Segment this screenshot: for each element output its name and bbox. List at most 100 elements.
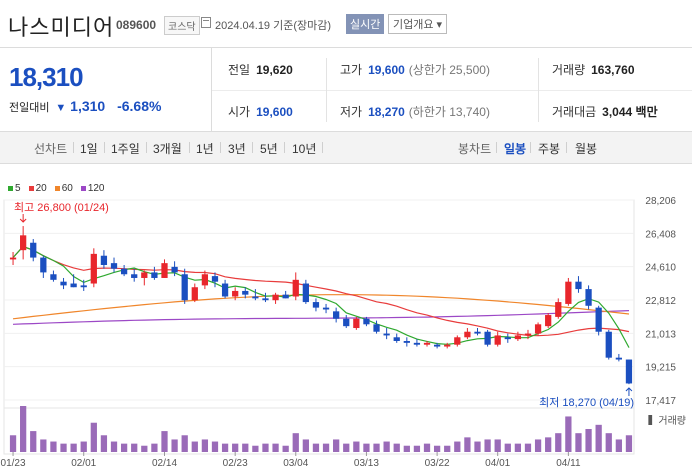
period-3y[interactable]: 3년 [228, 142, 246, 156]
period-1y[interactable]: 1년 [196, 142, 214, 156]
volume-bar [141, 445, 148, 452]
volume-bar [575, 433, 582, 452]
stat-label: 고가 [340, 63, 363, 77]
change-percent: -6.68% [117, 98, 162, 114]
volume-bar [585, 429, 592, 452]
candle-body [454, 337, 461, 345]
ma5-line [12, 245, 630, 348]
volume-bar [151, 443, 158, 452]
candle-body [120, 268, 128, 275]
chart-legend: 5 20 60 120 [8, 183, 105, 194]
x-tick-label: 03/22 [425, 458, 450, 469]
volume-bar [433, 445, 441, 452]
candle-body [211, 276, 219, 282]
volume-bar [242, 443, 249, 452]
candle-body [565, 281, 572, 304]
volume-bar [393, 443, 400, 452]
toolbar-divider [284, 142, 285, 153]
price-panel: 18,310 전일대비 ▼ 1,310 -6.68% 전일 19,620 고가 19… [0, 48, 692, 132]
y-tick-label: 26,408 [645, 229, 676, 240]
candle-body [383, 333, 390, 336]
period-1w[interactable]: 1주일 [111, 142, 140, 156]
candle-body [272, 294, 279, 301]
company-info-button[interactable]: 기업개요 ▾ [388, 14, 448, 34]
candle-body [30, 242, 37, 258]
candle-body [232, 290, 239, 297]
candle-body [464, 331, 471, 338]
stats-divider [212, 90, 692, 91]
stat-label: 거래대금 [552, 105, 597, 119]
volume-bar [181, 435, 188, 452]
period-5y[interactable]: 5년 [260, 142, 278, 156]
stat-label: 전일 [228, 63, 251, 77]
toolbar-divider [322, 142, 323, 153]
candle-body [90, 253, 97, 284]
current-price-box: 18,310 전일대비 ▼ 1,310 -6.68% [0, 48, 212, 132]
volume-bar [80, 441, 87, 452]
y-tick-label: 17,417 [645, 396, 676, 407]
stock-code: 089600 [116, 18, 157, 32]
volume-bar [292, 433, 299, 452]
volume-bar [262, 443, 269, 452]
volume-bar [474, 441, 481, 452]
stat-low: 저가 18,270 (하한가 13,740) [340, 103, 490, 120]
candle-body [191, 287, 198, 301]
candle-body [20, 235, 27, 251]
period-10y[interactable]: 10년 [292, 142, 317, 156]
high-arrow-icon [19, 214, 27, 223]
low-annotation: 최저 18,270 (04/19) [539, 396, 634, 409]
legend-swatch [28, 186, 34, 191]
volume-bar [534, 439, 542, 452]
y-tick-label: 28,206 [645, 196, 676, 207]
x-tick-label: 03/04 [283, 458, 308, 469]
candle-monthly[interactable]: 월봉 [575, 142, 598, 156]
candle-body [252, 296, 259, 299]
stat-value: 3,044 백만 [602, 105, 658, 119]
volume-bar [50, 441, 57, 452]
period-1d[interactable]: 1일 [80, 142, 98, 156]
current-price: 18,310 [9, 62, 84, 92]
candle-body [131, 274, 138, 278]
stat-label: 거래량 [552, 63, 586, 77]
y-tick-label: 24,610 [645, 263, 676, 274]
high-annotation: 최고 26,800 (01/24) [14, 201, 109, 214]
y-tick-label: 19,215 [645, 363, 676, 374]
ma60-line [12, 294, 630, 320]
stat-value: 19,600 [368, 63, 405, 77]
candle-body [353, 318, 360, 329]
toolbar-divider [146, 142, 147, 153]
period-3m[interactable]: 3개월 [153, 142, 182, 156]
volume-bar [383, 441, 390, 452]
stat-open: 시가 19,600 [228, 103, 293, 120]
volume-bar [494, 439, 501, 452]
legend-swatch [8, 186, 13, 191]
reference-date: 2024.04.19 기준(장마감) [215, 20, 332, 32]
candle-chart-button[interactable]: 봉차트 [458, 142, 492, 156]
volume-bar [191, 441, 198, 452]
candle-daily[interactable]: 일봉 [504, 142, 527, 156]
stats-col-divider-2 [538, 58, 539, 122]
legend-ma120: 120 [80, 183, 105, 194]
realtime-button[interactable]: 실시간 [346, 14, 385, 34]
candle-body [524, 333, 532, 336]
candlestick-chart-svg[interactable]: 28,206 26,408 24,610 22,812 21,013 19,215 17,4… [0, 164, 692, 474]
volume-bar [504, 443, 511, 452]
change-row: 전일대비 ▼ 1,310 -6.68% [9, 98, 161, 115]
volume-bar [353, 441, 360, 452]
stock-header: 나스미디어 089600 코스닥 2024.04.19 기준(장마감) 실시간 … [0, 0, 692, 48]
volume-bar [20, 406, 27, 452]
volume-bar [131, 443, 138, 452]
ma120-line [12, 310, 630, 325]
volume-bar [615, 439, 622, 452]
candle-body [40, 257, 47, 273]
market-badge: 코스닥 [164, 16, 200, 35]
volume-bar [625, 435, 633, 452]
legend-label: 60 [61, 183, 73, 194]
candle-body [333, 311, 340, 319]
candle-body [504, 337, 511, 340]
stat-label: 시가 [228, 105, 251, 119]
line-chart-button[interactable]: 선차트 [34, 142, 68, 156]
candle-weekly[interactable]: 주봉 [538, 142, 561, 156]
candle-body [171, 266, 178, 273]
x-tick-label: 04/11 [556, 458, 581, 469]
